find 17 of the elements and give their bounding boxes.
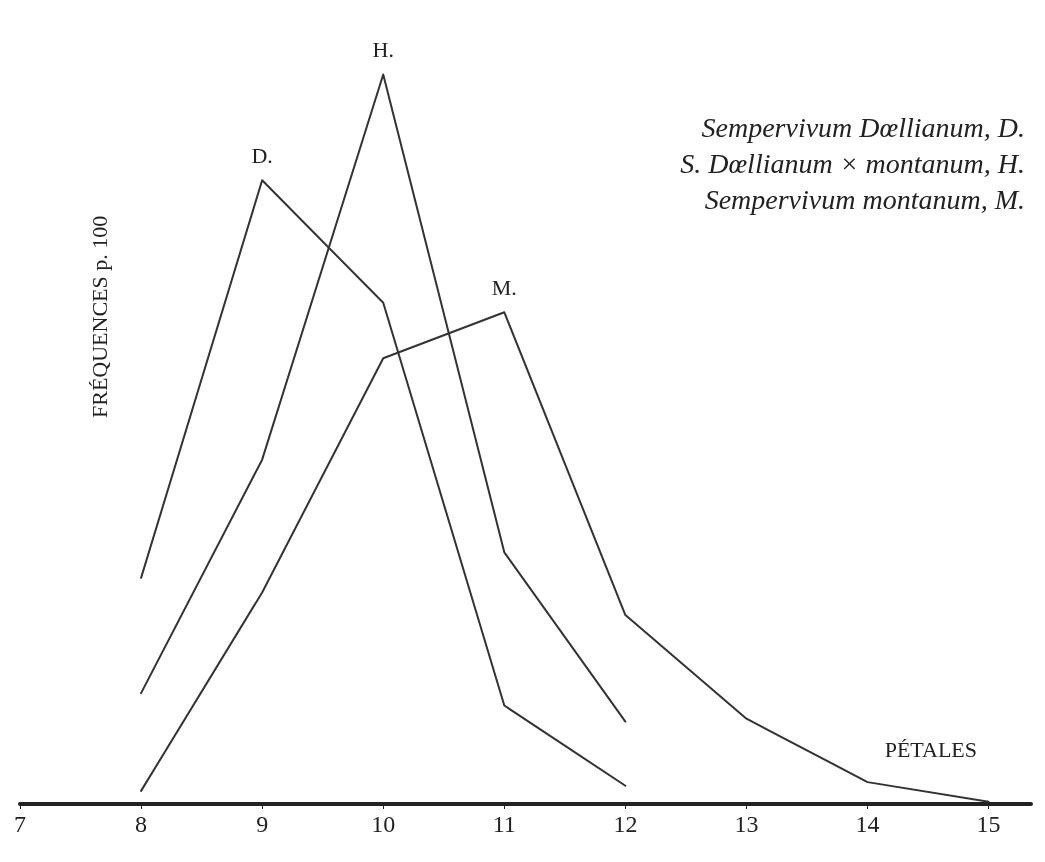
x-tick-label: 7 xyxy=(14,811,26,837)
x-tick-label: 10 xyxy=(371,811,396,837)
x-tick-label: 14 xyxy=(855,811,880,837)
annotation: S. Dœllianum × montanum, H. xyxy=(680,147,1026,179)
y-axis-title: FRÉQUENCES p. 100 xyxy=(86,215,112,418)
x-axis-title: PÉTALES xyxy=(884,736,978,762)
series-label: H. xyxy=(372,36,394,62)
x-tick-label: 15 xyxy=(976,811,1001,837)
annotation: Sempervivum montanum, M. xyxy=(704,183,1025,215)
x-tick-label: 11 xyxy=(492,811,516,837)
x-tick-label: 9 xyxy=(256,811,269,837)
annotation: Sempervivum Dœllianum, D. xyxy=(701,111,1026,143)
x-tick-label: 12 xyxy=(613,811,638,837)
series-label: D. xyxy=(251,142,273,168)
series-label: M. xyxy=(491,274,517,300)
x-tick-label: 13 xyxy=(734,811,759,837)
x-tick-label: 8 xyxy=(135,811,148,837)
